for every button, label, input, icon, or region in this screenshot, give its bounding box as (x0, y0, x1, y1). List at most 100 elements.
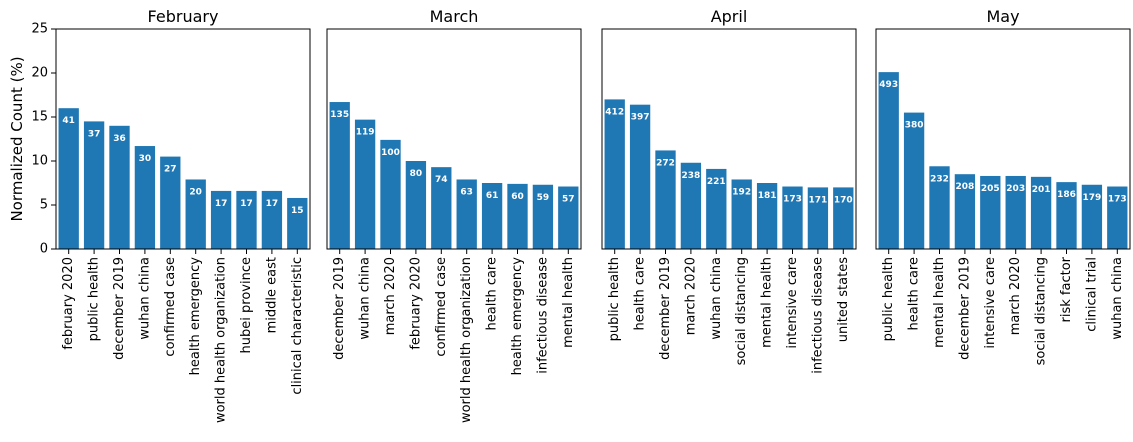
x-tick-label: intensive care (785, 257, 800, 349)
bar-value-label: 119 (356, 128, 375, 138)
bar-value-label: 41 (62, 116, 75, 126)
bar (507, 183, 528, 249)
bar-value-label: 397 (631, 113, 650, 123)
x-tick-label: health emergency (188, 257, 203, 376)
x-tick-label: public health (87, 257, 102, 341)
x-tick-label: december 2019 (957, 257, 972, 360)
bar (236, 190, 257, 249)
bar (532, 184, 554, 249)
bar-value-label: 15 (291, 206, 304, 216)
panel-frame (601, 28, 857, 250)
bar (706, 168, 727, 249)
x-tick-label: world health organization (459, 257, 474, 423)
bar (954, 174, 976, 249)
bar-value-label: 179 (1083, 193, 1102, 203)
bar-value-label: 238 (682, 171, 701, 181)
panel-title: May (986, 7, 1019, 26)
x-tick-label: united states (836, 257, 851, 343)
bar (481, 183, 503, 249)
bar (261, 190, 283, 249)
y-tick-label: 10 (31, 154, 48, 169)
bar (756, 183, 778, 249)
bar-value-label: 57 (562, 195, 575, 205)
x-tick-label: march 2020 (383, 257, 398, 335)
bar (134, 146, 156, 249)
bar-value-label: 205 (981, 184, 1000, 194)
bar-value-label: 74 (435, 175, 448, 185)
x-tick-label: risk factor (1059, 256, 1074, 322)
y-tick-label: 15 (31, 110, 48, 125)
x-tick-label: february 2020 (61, 257, 76, 350)
y-tick-label: 0 (40, 242, 48, 257)
y-tick-label: 5 (40, 198, 48, 213)
x-tick-label: mental health (932, 257, 947, 348)
bar (210, 190, 232, 249)
x-tick-label: wuhan china (709, 257, 724, 340)
bar (1005, 175, 1026, 249)
bar-value-label: 272 (656, 158, 675, 168)
panel-may: May 493 public health 380 health care 232 ment… (875, 7, 1131, 365)
x-tick-label: health emergency (510, 257, 525, 376)
bar (980, 175, 1001, 249)
x-tick-label: mental health (561, 257, 576, 348)
x-tick-label: march 2020 (683, 257, 698, 335)
bar-value-label: 20 (189, 187, 202, 197)
bar-value-label: 208 (956, 182, 975, 192)
bar-value-label: 173 (783, 195, 802, 205)
bar-value-label: 412 (605, 107, 624, 117)
x-tick-label: infectious disease (810, 257, 825, 374)
bar (1081, 184, 1103, 249)
x-tick-label: march 2020 (1008, 257, 1023, 335)
bar (1107, 186, 1128, 249)
bar (558, 186, 579, 249)
x-tick-label: health care (485, 257, 500, 330)
bar-value-label: 60 (511, 192, 524, 202)
bar (1056, 182, 1077, 249)
bar-value-label: 232 (930, 174, 949, 184)
x-tick-label: middle east (264, 257, 279, 333)
panel-title: March (430, 7, 479, 26)
bar-value-label: 30 (139, 154, 152, 164)
bar-value-label: 80 (410, 169, 423, 179)
bar (329, 102, 350, 249)
bar (929, 166, 950, 249)
x-tick-label: health care (907, 257, 922, 330)
bar (731, 179, 752, 249)
y-tick-label: 20 (31, 66, 48, 81)
panel-frame (55, 28, 311, 250)
x-tick-label: wuhan china (137, 257, 152, 340)
panel-april: April 412 public health 397 health care 272 de… (601, 7, 857, 374)
x-tick-label: confirmed case (434, 257, 449, 357)
y-axis-label: Normalized Count (%) (8, 56, 26, 221)
x-tick-label: wuhan china (358, 257, 373, 340)
x-tick-label: intensive care (983, 257, 998, 349)
x-tick-label: february 2020 (408, 257, 423, 350)
x-tick-label: clinical trial (1084, 257, 1099, 332)
bar-value-label: 186 (1057, 190, 1076, 200)
bar (878, 72, 899, 250)
bar (431, 167, 452, 249)
bar-value-label: 203 (1006, 184, 1025, 194)
x-tick-label: world health organization (214, 257, 229, 423)
bar-value-label: 181 (758, 191, 777, 201)
bar-value-label: 171 (809, 195, 828, 205)
bar (380, 139, 401, 249)
bar-value-label: 100 (381, 148, 400, 158)
bar (655, 150, 676, 249)
bar-value-label: 36 (113, 134, 126, 144)
bar (680, 162, 702, 249)
bar-value-label: 135 (330, 110, 349, 120)
bar-value-label: 17 (266, 199, 279, 209)
x-tick-label: wuhan china (1110, 257, 1125, 340)
x-tick-label: december 2019 (658, 257, 673, 360)
x-tick-label: health care (633, 257, 648, 330)
bar (405, 161, 427, 249)
bar (185, 179, 206, 249)
bar-value-label: 493 (879, 80, 898, 90)
bar-value-label: 192 (732, 187, 751, 197)
bar-value-label: 59 (537, 193, 550, 203)
bar-value-label: 61 (486, 191, 499, 201)
x-tick-label: social distancing (1034, 257, 1049, 365)
x-tick-label: confirmed case (163, 257, 178, 357)
bar (83, 121, 105, 249)
